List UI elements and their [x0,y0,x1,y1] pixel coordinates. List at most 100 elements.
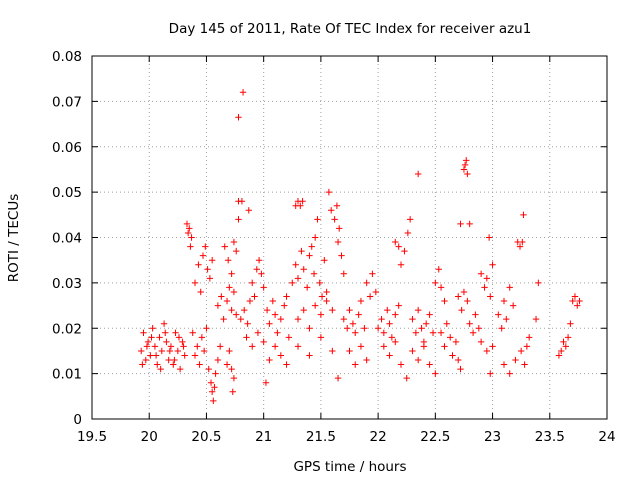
data-point [246,297,254,305]
data-point [249,279,256,287]
data-point [200,347,208,355]
data-point [214,356,222,364]
data-point [175,334,183,341]
data-point [414,170,422,178]
data-point [363,356,370,364]
data-point [223,297,231,305]
x-axis-label: GPS time / hours [293,459,406,475]
data-point [207,379,215,386]
data-point [187,243,194,250]
data-point [195,261,202,268]
data-point [139,361,146,368]
data-point [404,229,412,237]
data-point [211,384,218,391]
data-point [221,243,228,250]
data-point [386,352,393,359]
data-point [186,225,193,232]
data-point [228,306,235,314]
data-point [435,266,442,273]
data-point [512,356,519,364]
data-point [506,284,513,291]
data-point [452,338,460,346]
data-point [334,238,342,246]
data-point [294,343,302,350]
data-point [363,279,370,287]
data-point [369,270,376,277]
data-point [346,306,353,314]
data-point [500,297,508,305]
data-point [255,256,263,264]
data-point [281,302,288,309]
data-point [523,343,531,350]
data-point [208,388,216,395]
data-point [235,114,242,121]
data-point [576,297,583,305]
data-point [571,293,579,300]
data-point [274,329,281,336]
data-point [294,315,302,323]
data-point [517,347,525,355]
data-point [443,320,450,327]
data-point [269,297,277,305]
data-point [138,347,145,355]
data-point [196,361,203,368]
data-point [266,320,273,327]
data-point [414,306,422,314]
y-tick-label: 0.06 [52,140,82,156]
data-point [340,315,347,323]
data-point [214,302,222,309]
data-point [395,302,402,309]
data-point [154,361,161,368]
data-point [189,329,196,336]
data-point [300,306,307,314]
data-point [437,284,445,291]
data-point [199,252,207,259]
y-tick-label: 0 [73,412,82,428]
data-point [228,270,235,277]
data-point [142,356,149,364]
data-point [160,320,168,327]
data-point [179,338,186,346]
data-point [251,293,258,300]
data-point [306,352,313,359]
data-point [344,325,351,332]
data-point [183,220,191,228]
data-point [202,243,209,250]
data-point [469,329,477,336]
y-tick-label: 0.07 [52,94,82,110]
plot-frame [91,55,608,420]
data-point [152,352,160,359]
x-tick-label: 21 [255,429,272,445]
data-point [498,325,505,332]
data-point [392,238,399,246]
data-point [303,284,311,291]
data-point [241,306,248,314]
data-point [346,347,353,355]
x-tick-label: 23.5 [535,429,565,445]
x-tick-label: 24 [598,429,615,445]
data-point [298,247,305,255]
data-point [357,297,365,305]
data-point [149,325,156,332]
y-tick-label: 0.08 [52,49,82,65]
chart-title: Day 145 of 2011, Rate Of TEC Index for r… [169,21,532,37]
data-point [311,302,319,309]
data-point [205,365,212,373]
data-point [519,238,526,246]
y-tick-label: 0.05 [52,185,82,201]
data-point [230,238,238,246]
data-point [306,252,313,259]
data-point [455,356,462,364]
data-point [574,302,581,309]
data-point [297,202,304,209]
data-point [562,343,569,350]
data-point [323,297,330,305]
data-point [283,361,290,368]
data-point [472,311,479,318]
data-point [226,284,233,291]
data-point [509,302,517,309]
data-point [172,329,179,336]
x-tick-label: 21.5 [306,429,336,445]
data-point [163,338,170,346]
